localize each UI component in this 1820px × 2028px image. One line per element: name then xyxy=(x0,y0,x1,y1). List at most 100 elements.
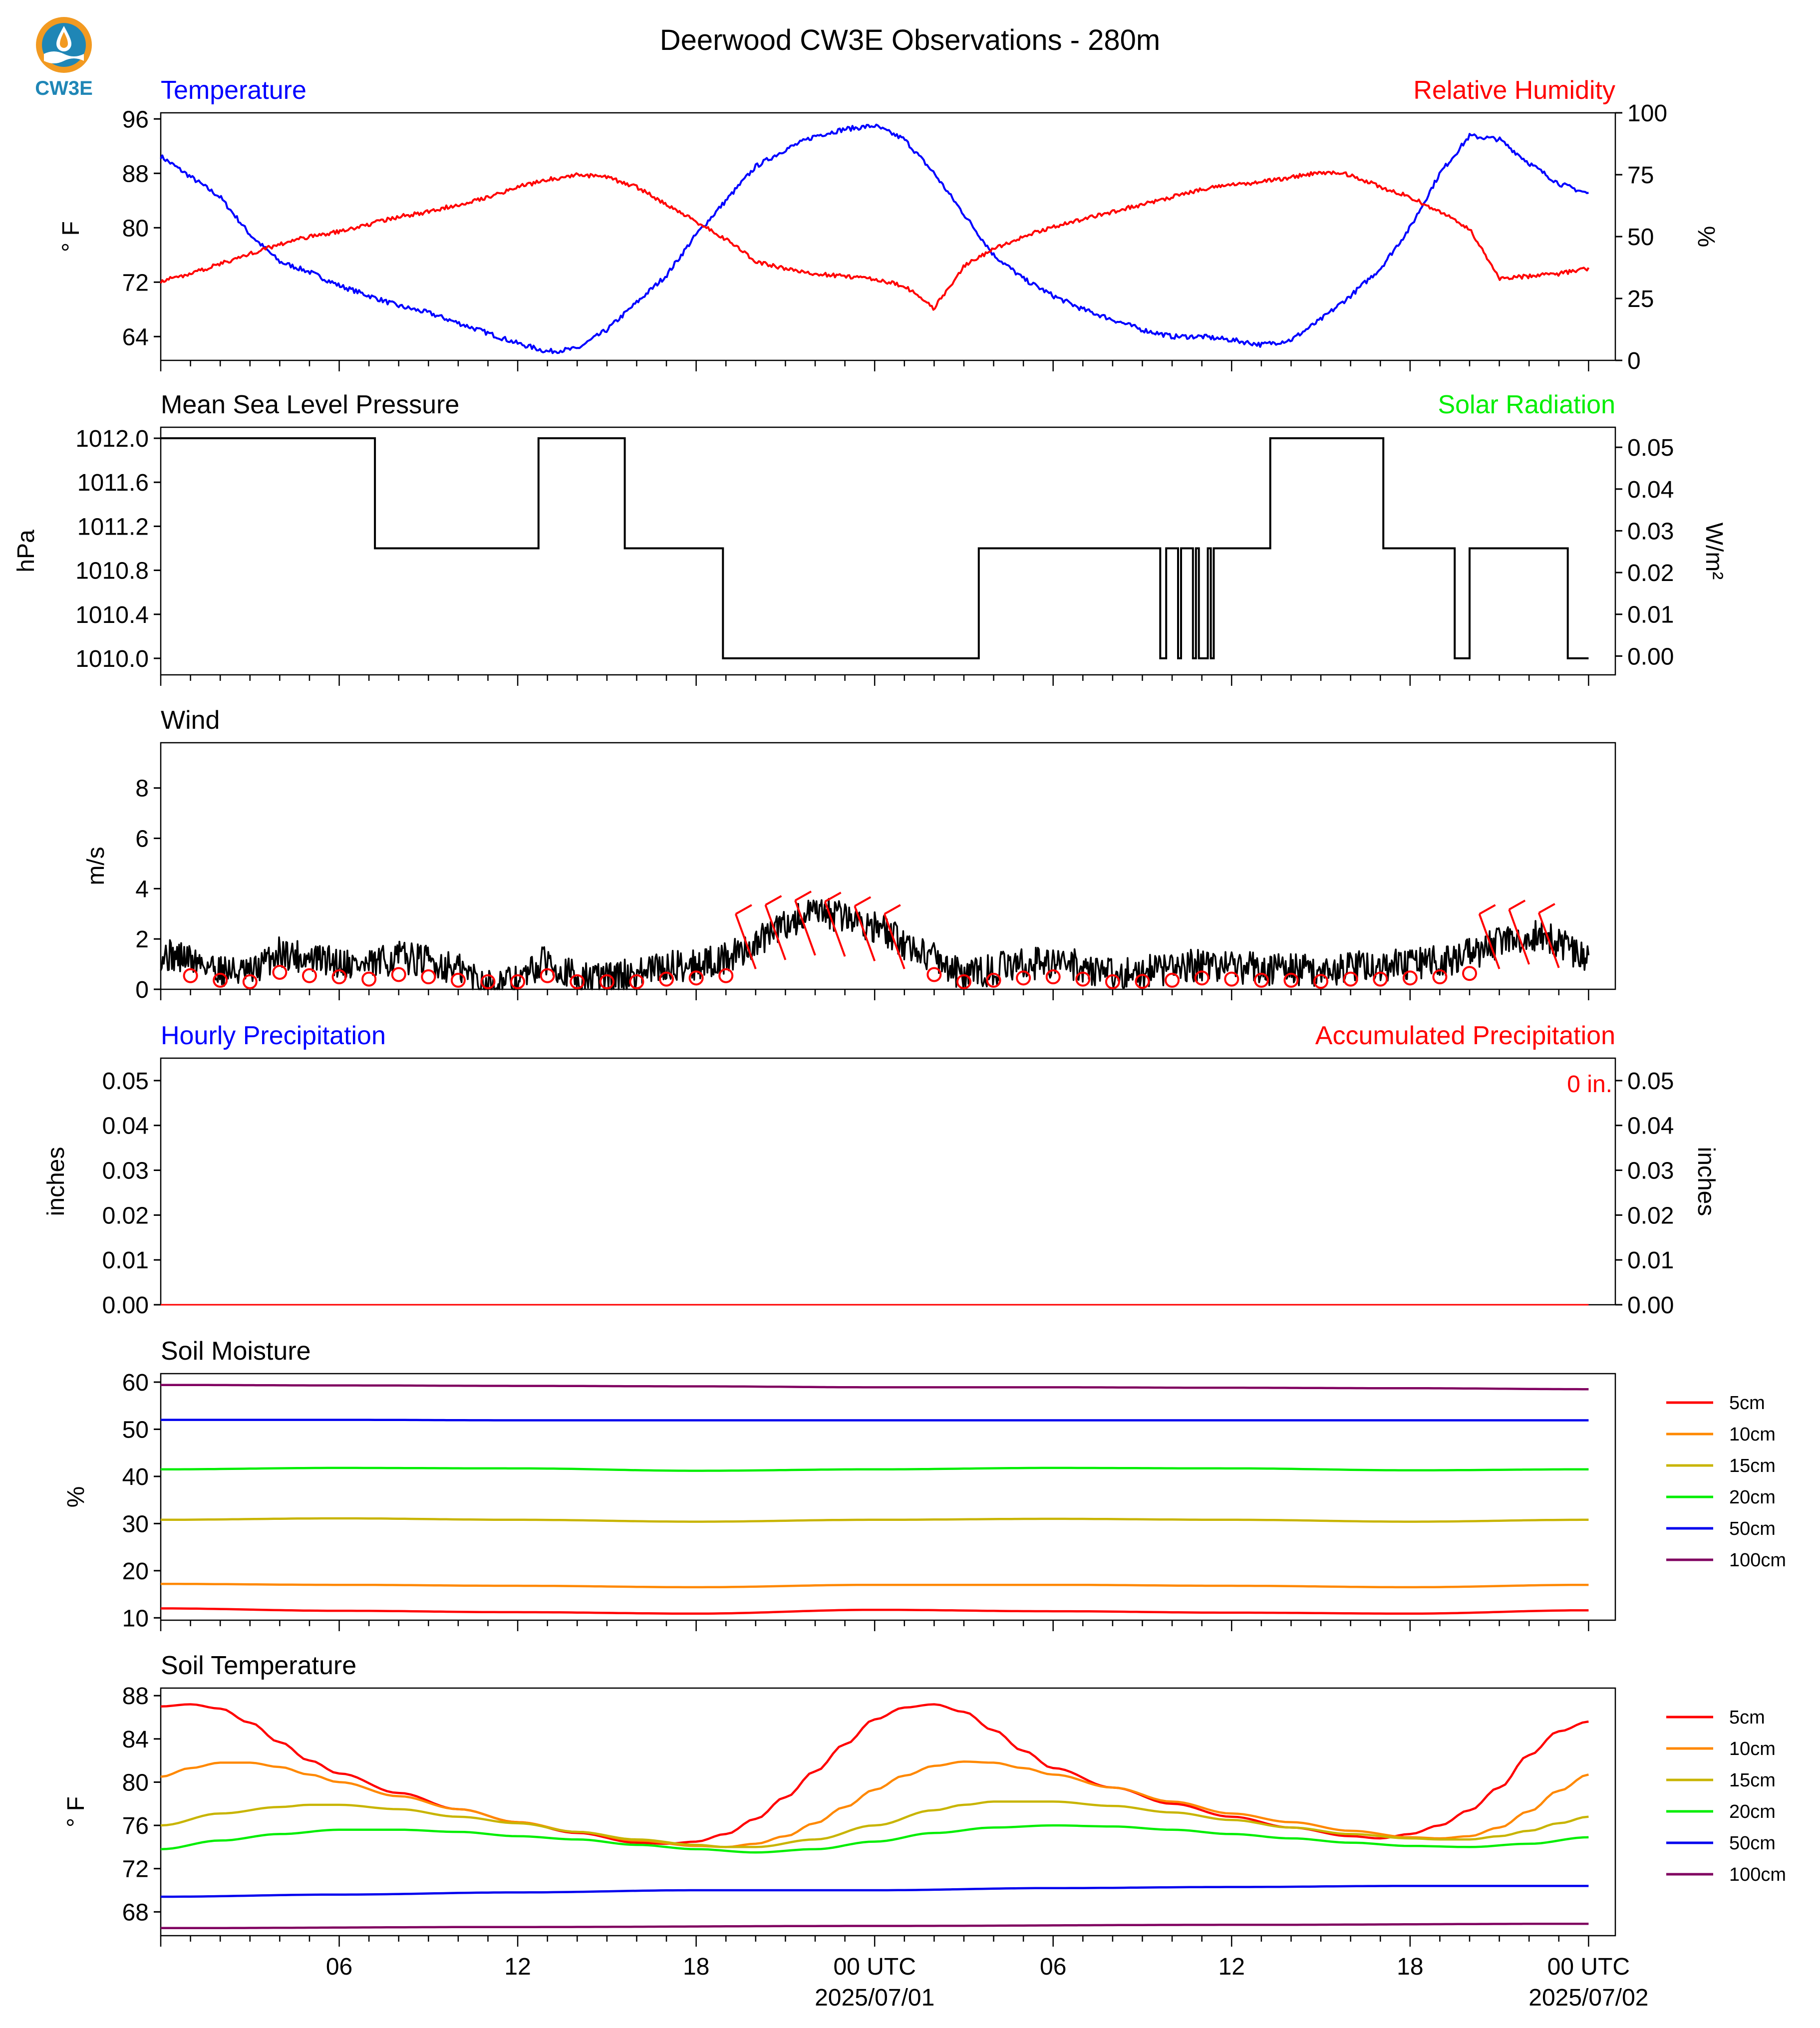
wind-calm-marker xyxy=(1313,974,1329,989)
wind-calm-marker xyxy=(183,968,198,983)
wind-barb xyxy=(854,905,876,961)
wind-barb xyxy=(764,904,787,960)
soil-moisture-panel-series-100cm xyxy=(161,1384,1589,1391)
wind-barb-flag xyxy=(1538,903,1555,914)
pressure-series-line xyxy=(161,437,1589,659)
time-axis-tick-label: 18 xyxy=(1397,1954,1423,1980)
wind-speed-line xyxy=(160,898,1590,990)
precipitation-panel-ylabel-right: inches xyxy=(1693,1147,1719,1216)
soil-temperature-panel-legend-label: 20cm xyxy=(1729,1801,1776,1822)
wind-barb xyxy=(1478,913,1501,969)
soil-moisture-panel-legend-label: 5cm xyxy=(1729,1393,1765,1414)
wind-panel-ytick-label: 4 xyxy=(135,876,149,902)
soil-temperature-panel-ytick-label: 88 xyxy=(122,1683,149,1710)
pressure-panel-ytick-right-label: 0.05 xyxy=(1627,435,1674,461)
soil-temperature-panel-series-100cm xyxy=(161,1922,1589,1930)
precipitation-panel-ytick-label: 0.00 xyxy=(102,1292,149,1319)
time-axis-tick-label: 00 UTC xyxy=(833,1954,915,1980)
soil-moisture-panel-ytick-label: 60 xyxy=(122,1370,149,1396)
temperature-series-line xyxy=(160,123,1589,354)
soil-temperature-panel-series-10cm xyxy=(160,1760,1589,1848)
wind-barb-flag xyxy=(854,896,872,907)
pressure-panel-title-right: Solar Radiation xyxy=(1438,390,1615,419)
temperature-panel-ytick-label: 64 xyxy=(122,324,149,350)
precipitation-panel-ytick-label: 0.05 xyxy=(102,1068,149,1095)
temperature-panel-ytick-label: 88 xyxy=(122,161,149,187)
pressure-panel-ytick-right-label: 0.02 xyxy=(1627,560,1674,586)
precipitation-panel-title: Hourly Precipitation xyxy=(161,1021,386,1050)
soil-moisture-panel-legend-label: 50cm xyxy=(1729,1518,1776,1539)
wind-calm-marker xyxy=(1075,971,1091,987)
temperature-panel-ylabel: ° F xyxy=(58,221,84,252)
time-axis-date-label: 2025/07/02 xyxy=(1528,1985,1648,2011)
wind-calm-marker xyxy=(570,974,585,989)
soil-temperature-panel-legend-label: 5cm xyxy=(1729,1707,1765,1728)
wind-calm-marker xyxy=(1194,970,1210,986)
soil-temperature-panel-ylabel: ° F xyxy=(63,1796,89,1827)
wind-calm-marker xyxy=(599,974,614,989)
wind-calm-marker xyxy=(1224,971,1239,987)
soil-temperature-panel-ytick-label: 72 xyxy=(122,1856,149,1883)
humidity-series-line xyxy=(160,170,1590,311)
wind-calm-marker xyxy=(986,972,1001,988)
time-axis-tick-label: 00 UTC xyxy=(1547,1954,1630,1980)
wind-calm-marker xyxy=(629,974,644,989)
soil-temperature-panel-title: Soil Temperature xyxy=(161,1651,356,1680)
wind-calm-marker xyxy=(1016,970,1031,986)
soil-temperature-panel-series-20cm xyxy=(160,1824,1589,1854)
soil-moisture-panel-series-10cm xyxy=(161,1583,1589,1589)
soil-temperature-panel-ytick-label: 68 xyxy=(122,1899,149,1926)
pressure-panel-ytick-label: 1010.8 xyxy=(75,558,149,584)
soil-moisture-panel-ytick-label: 20 xyxy=(122,1558,149,1585)
wind-calm-marker xyxy=(242,974,258,989)
soil-moisture-panel-series-5cm xyxy=(161,1607,1589,1615)
wind-panel-title: Wind xyxy=(161,706,220,735)
pressure-panel-ytick-label: 1012.0 xyxy=(75,426,149,452)
wind-barb xyxy=(883,913,906,969)
wind-calm-marker xyxy=(956,974,971,989)
precipitation-panel-frame xyxy=(160,1057,1616,1306)
wind-barb-flag xyxy=(1479,904,1496,915)
wind-calm-marker xyxy=(1462,966,1478,981)
figure-title: Deerwood CW3E Observations - 280m xyxy=(660,24,1161,56)
wind-barb xyxy=(1508,909,1530,965)
soil-moisture-panel-frame xyxy=(160,1373,1616,1621)
temperature-panel-ytick-right-label: 75 xyxy=(1627,162,1654,189)
wind-barb xyxy=(794,900,816,956)
pressure-panel-ytick-label: 1011.2 xyxy=(77,514,149,540)
wind-calm-marker xyxy=(1283,972,1299,988)
pressure-panel-ytick-right-label: 0.04 xyxy=(1627,477,1674,503)
precipitation-panel-ytick-right-label: 0.02 xyxy=(1627,1202,1674,1229)
wind-calm-marker xyxy=(1373,971,1388,987)
wind-calm-marker xyxy=(302,968,317,983)
wind-calm-marker xyxy=(272,964,288,980)
pressure-panel-ytick-label: 1010.0 xyxy=(75,646,149,672)
wind-calm-marker xyxy=(331,969,347,985)
time-axis-tick-label: 18 xyxy=(683,1954,709,1980)
wind-panel-ytick-label: 6 xyxy=(135,826,149,853)
wind-calm-marker xyxy=(1253,972,1269,988)
pressure-panel-ytick-right-label: 0.00 xyxy=(1627,643,1674,670)
pressure-panel-title: Mean Sea Level Pressure xyxy=(161,390,459,419)
wind-calm-marker xyxy=(480,974,496,989)
soil-moisture-panel-ytick-label: 10 xyxy=(122,1605,149,1632)
time-axis-tick-label: 06 xyxy=(326,1954,352,1980)
soil-temperature-panel-ytick-label: 76 xyxy=(122,1813,149,1839)
soil-temperature-panel-frame xyxy=(160,1687,1616,1937)
wind-calm-marker xyxy=(659,971,674,987)
soil-temperature-panel-series-5cm xyxy=(160,1703,1589,1845)
soil-temperature-panel-series-50cm xyxy=(161,1885,1589,1898)
wind-panel-ytick-label: 0 xyxy=(135,977,149,1003)
wind-barb xyxy=(1537,912,1560,968)
wind-barb xyxy=(824,901,846,957)
time-axis-date-label: 2025/07/01 xyxy=(815,1985,934,2011)
soil-moisture-panel-ytick-label: 40 xyxy=(122,1464,149,1490)
wind-barb-flag xyxy=(765,895,782,906)
wind-calm-marker xyxy=(213,972,228,988)
temperature-panel-title-right: Relative Humidity xyxy=(1413,76,1615,105)
wind-calm-marker xyxy=(1432,969,1448,985)
wind-panel-ytick-label: 8 xyxy=(135,776,149,802)
temperature-panel-frame xyxy=(160,112,1616,361)
wind-calm-marker xyxy=(450,972,466,988)
cw3e-logo: CW3E xyxy=(35,17,93,99)
